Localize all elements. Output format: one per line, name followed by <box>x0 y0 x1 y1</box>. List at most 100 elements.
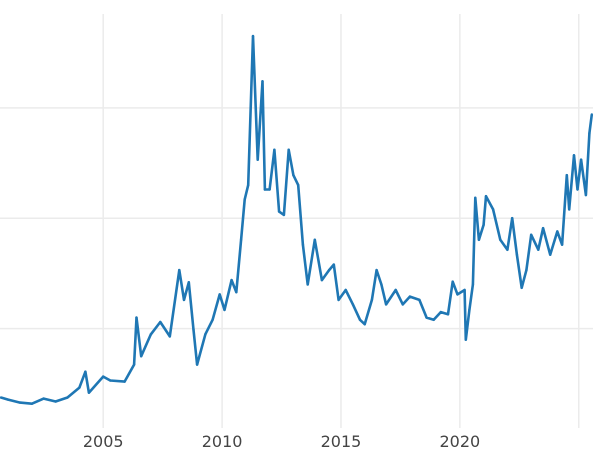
x-axis-tick-labels: 2005 2010 2015 2020 <box>83 432 480 450</box>
data-point <box>394 288 397 292</box>
data-point <box>54 400 57 403</box>
data-point <box>256 158 259 161</box>
data-point <box>358 318 362 322</box>
data-point <box>510 217 514 220</box>
data-point <box>306 283 309 286</box>
data-point <box>182 298 186 302</box>
data-point <box>195 363 199 366</box>
data-point <box>292 173 295 177</box>
data-point <box>277 210 281 213</box>
data-point <box>468 308 471 312</box>
data-point <box>178 268 181 272</box>
data-point <box>384 303 388 306</box>
data-point <box>588 132 591 135</box>
data-point <box>140 355 143 358</box>
data-point <box>499 238 502 241</box>
data-point <box>0 396 3 399</box>
series-line <box>0 34 594 405</box>
data-point <box>132 363 136 366</box>
data-point <box>101 375 105 378</box>
data-point <box>273 148 276 151</box>
x-tick-label: 2005 <box>83 432 124 450</box>
data-point <box>268 188 271 191</box>
data-point <box>401 303 404 306</box>
data-point <box>123 380 126 383</box>
x-tick-label: 2020 <box>439 432 480 450</box>
data-point <box>541 226 545 230</box>
data-point <box>370 298 374 302</box>
data-point <box>218 293 221 296</box>
data-point <box>66 396 69 399</box>
data-point <box>451 280 454 283</box>
data-point <box>223 308 226 312</box>
x-tick-label: 2010 <box>202 432 243 450</box>
data-point <box>337 298 340 302</box>
data-point <box>446 313 450 316</box>
data-point <box>506 248 509 251</box>
data-point <box>520 286 523 289</box>
data-point <box>30 402 34 405</box>
data-point <box>327 268 331 272</box>
data-point <box>477 238 481 241</box>
data-point <box>287 148 290 151</box>
data-point <box>78 386 81 389</box>
data-point <box>484 194 488 198</box>
data-point <box>168 335 171 338</box>
data-point <box>432 318 435 322</box>
data-point <box>282 213 286 217</box>
data-point <box>590 113 594 116</box>
data-point <box>301 243 305 246</box>
data-point <box>135 316 138 319</box>
x-tick-label: 2015 <box>321 432 362 450</box>
data-point <box>313 238 317 241</box>
data-point <box>576 188 579 191</box>
data-point <box>565 173 569 177</box>
data-point <box>296 183 300 187</box>
data-point <box>149 333 152 336</box>
data-point <box>320 278 324 282</box>
data-point <box>556 230 559 233</box>
data-point <box>243 198 246 201</box>
data-point <box>18 401 22 404</box>
data-point <box>239 238 243 241</box>
data-point <box>351 303 355 306</box>
data-point <box>584 193 588 197</box>
data-point <box>515 253 519 256</box>
data-point <box>263 188 267 191</box>
data-point <box>482 223 485 227</box>
data-point <box>109 379 112 382</box>
data-point <box>537 248 540 251</box>
data-point <box>344 288 347 292</box>
data-point <box>568 208 571 211</box>
gridlines <box>0 14 593 428</box>
data-point <box>471 283 475 286</box>
data-point <box>408 295 412 298</box>
data-point <box>6 398 10 401</box>
data-point <box>579 158 583 161</box>
data-point <box>560 243 564 246</box>
data-point <box>529 233 533 236</box>
data-point <box>491 208 495 211</box>
data-point <box>456 293 459 296</box>
data-point <box>42 397 45 400</box>
data-point <box>84 370 87 373</box>
data-point <box>463 288 466 292</box>
data-point <box>159 320 162 324</box>
data-point <box>187 281 190 284</box>
data-point <box>261 80 264 83</box>
data-point <box>464 338 467 341</box>
data-point <box>235 291 238 294</box>
data-point <box>247 183 250 187</box>
data-point <box>525 268 528 272</box>
data-point <box>192 328 195 331</box>
series-group <box>0 34 594 405</box>
data-point <box>211 318 214 322</box>
data-point <box>549 253 552 256</box>
data-point <box>425 316 428 319</box>
data-point <box>251 34 255 38</box>
data-point <box>572 154 576 157</box>
data-point <box>418 298 421 302</box>
data-point <box>230 278 233 282</box>
data-point <box>204 332 207 336</box>
